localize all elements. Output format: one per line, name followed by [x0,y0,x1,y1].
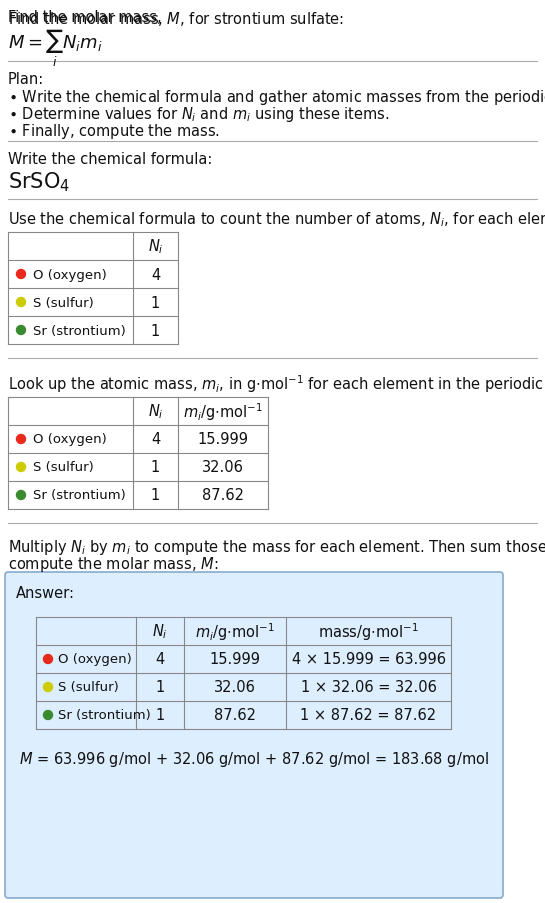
Circle shape [16,491,26,500]
Text: mass/g$\cdot$mol$^{-1}$: mass/g$\cdot$mol$^{-1}$ [318,620,419,642]
Circle shape [16,298,26,307]
Text: Find the molar mass,: Find the molar mass, [8,10,166,25]
Text: 4: 4 [151,432,160,447]
Text: Sr (strontium): Sr (strontium) [33,324,126,337]
Text: $\bullet$ Finally, compute the mass.: $\bullet$ Finally, compute the mass. [8,122,220,141]
Circle shape [16,270,26,279]
Text: compute the molar mass, $M$:: compute the molar mass, $M$: [8,554,219,573]
Text: 1: 1 [151,488,160,503]
Text: 4: 4 [151,267,160,282]
Text: 4: 4 [155,652,165,666]
Text: Write the chemical formula:: Write the chemical formula: [8,152,213,167]
Text: 1: 1 [151,295,160,310]
Text: Look up the atomic mass, $m_i$, in g$\cdot$mol$^{-1}$ for each element in the pe: Look up the atomic mass, $m_i$, in g$\cd… [8,373,545,395]
Text: Find the molar mass, $M$, for strontium sulfate:: Find the molar mass, $M$, for strontium … [8,10,344,28]
Text: Plan:: Plan: [8,72,44,87]
Text: O (oxygen): O (oxygen) [33,268,107,281]
Circle shape [16,463,26,472]
Text: 15.999: 15.999 [209,652,261,666]
Text: $\bullet$ Determine values for $N_i$ and $m_i$ using these items.: $\bullet$ Determine values for $N_i$ and… [8,105,390,124]
Text: 1 × 87.62 = 87.62: 1 × 87.62 = 87.62 [300,708,437,722]
Text: S (sulfur): S (sulfur) [33,461,94,474]
Text: Multiply $N_i$ by $m_i$ to compute the mass for each element. Then sum those val: Multiply $N_i$ by $m_i$ to compute the m… [8,537,545,556]
Text: 15.999: 15.999 [197,432,249,447]
Text: 4 × 15.999 = 63.996: 4 × 15.999 = 63.996 [292,652,445,666]
Text: Sr (strontium): Sr (strontium) [58,709,151,721]
Circle shape [16,326,26,335]
Text: O (oxygen): O (oxygen) [58,653,132,666]
Circle shape [44,655,52,664]
Text: S (sulfur): S (sulfur) [58,681,119,694]
Text: $m_i$/g$\cdot$mol$^{-1}$: $m_i$/g$\cdot$mol$^{-1}$ [183,401,263,423]
Text: 1: 1 [151,323,160,338]
Circle shape [44,683,52,692]
Text: 32.06: 32.06 [202,460,244,475]
Text: $M$ = 63.996 g/mol + 32.06 g/mol + 87.62 g/mol = 183.68 g/mol: $M$ = 63.996 g/mol + 32.06 g/mol + 87.62… [19,749,489,768]
FancyBboxPatch shape [5,573,503,898]
Text: 1 × 32.06 = 32.06: 1 × 32.06 = 32.06 [300,680,437,694]
Circle shape [16,435,26,444]
Text: Use the chemical formula to count the number of atoms, $N_i$, for each element:: Use the chemical formula to count the nu… [8,209,545,228]
Text: $\mathrm{SrSO_4}$: $\mathrm{SrSO_4}$ [8,170,70,193]
Text: $M = \sum_i N_i m_i$: $M = \sum_i N_i m_i$ [8,28,102,70]
Text: Sr (strontium): Sr (strontium) [33,489,126,502]
Text: S (sulfur): S (sulfur) [33,296,94,309]
Text: $N_i$: $N_i$ [148,402,164,421]
Text: 1: 1 [155,680,165,694]
Text: 87.62: 87.62 [214,708,256,722]
Text: $N_i$: $N_i$ [148,237,164,256]
Text: $\bullet$ Write the chemical formula and gather atomic masses from the periodic : $\bullet$ Write the chemical formula and… [8,88,545,107]
Text: 87.62: 87.62 [202,488,244,503]
Text: 1: 1 [151,460,160,475]
Text: 32.06: 32.06 [214,680,256,694]
Circle shape [44,711,52,720]
Text: O (oxygen): O (oxygen) [33,433,107,446]
Text: 1: 1 [155,708,165,722]
Text: $N_i$: $N_i$ [152,622,168,640]
Text: Answer:: Answer: [16,585,75,600]
Text: $m_i$/g$\cdot$mol$^{-1}$: $m_i$/g$\cdot$mol$^{-1}$ [195,620,275,642]
